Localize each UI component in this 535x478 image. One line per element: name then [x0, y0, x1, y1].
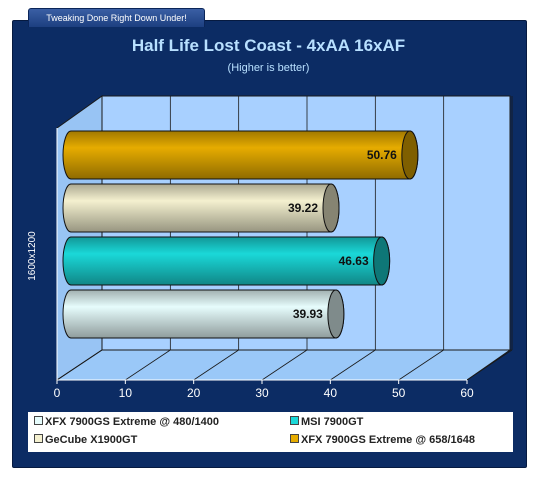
legend-item: MSI 7900GT	[290, 416, 363, 428]
data-label: 50.76	[367, 148, 397, 162]
bar	[62, 130, 419, 180]
x-tick-label: 50	[392, 386, 406, 400]
x-tick-label: 60	[460, 386, 474, 400]
floor-gridline	[125, 349, 171, 381]
legend-label: XFX 7900GS Extreme @ 480/1400	[45, 416, 220, 428]
y-axis-label: 1600x1200	[27, 231, 38, 281]
floor-gridline	[193, 349, 239, 381]
legend-item: XFX 7900GS Extreme @ 658/1648	[290, 434, 475, 446]
data-label: 39.93	[293, 307, 323, 321]
x-tick-label: 10	[119, 386, 133, 400]
chart-legend: XFX 7900GS Extreme @ 480/1400 MSI 7900GT…	[28, 412, 513, 452]
x-tick-label: 40	[324, 386, 338, 400]
chart-subtitle: (Higher is better)	[227, 62, 310, 74]
legend-label: GeCube X1900GT	[45, 434, 138, 446]
x-tick-label: 30	[255, 386, 269, 400]
floor-gridline	[330, 349, 376, 381]
floor-gridline	[261, 349, 308, 381]
bar-cap	[322, 183, 340, 233]
floor-gridline	[466, 349, 513, 381]
legend-item: XFX 7900GS Extreme @ 480/1400	[34, 416, 219, 428]
legend-swatch	[290, 434, 299, 443]
legend-label: XFX 7900GS Extreme @ 658/1648	[301, 434, 476, 446]
legend-swatch	[34, 434, 43, 443]
legend-swatch	[290, 416, 299, 425]
x-tick-label: 20	[187, 386, 201, 400]
data-label: 39.22	[288, 201, 318, 215]
data-label: 46.63	[339, 254, 369, 268]
plot-floor	[55, 349, 512, 381]
x-tick-label: 0	[54, 386, 61, 400]
bar-cap	[327, 289, 345, 339]
legend-item: GeCube X1900GT	[34, 434, 137, 446]
site-tagline-tab: Tweaking Done Right Down Under!	[28, 8, 205, 27]
floor-gridline	[56, 349, 103, 381]
legend-label: MSI 7900GT	[301, 416, 364, 428]
bar-cap	[401, 130, 419, 180]
floor-gridline	[398, 349, 444, 381]
bar-cap	[373, 236, 391, 286]
chart-title: Half Life Lost Coast - 4xAA 16xAF	[131, 36, 406, 55]
legend-swatch	[34, 416, 43, 425]
